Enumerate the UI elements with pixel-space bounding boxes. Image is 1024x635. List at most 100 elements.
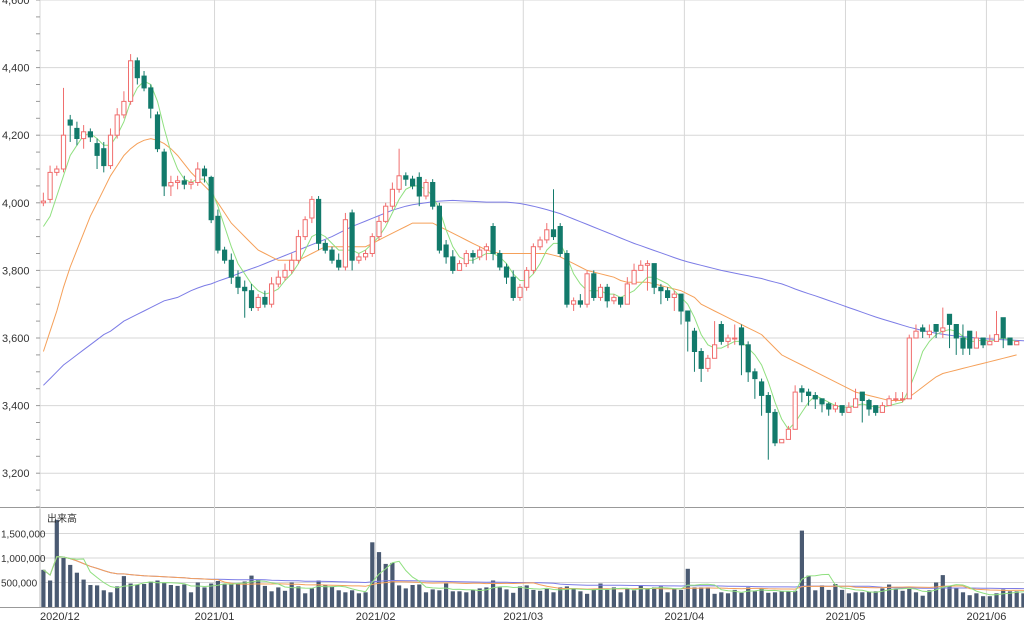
volume-bar [591, 588, 596, 607]
candle-down [946, 313, 953, 325]
candle-down [665, 290, 671, 299]
candle-down [329, 249, 335, 261]
volume-bar [940, 575, 945, 607]
volume-bar [269, 591, 274, 607]
candle-down [604, 286, 610, 302]
candle-down [443, 244, 449, 258]
volume-bar [840, 589, 845, 607]
price-y-tick-label: 4,400 [2, 63, 30, 75]
candle-up [396, 175, 402, 190]
candle-up [671, 293, 677, 299]
volume-moving-averages [43, 556, 1024, 596]
volume-bar [625, 588, 630, 607]
candle-down [933, 324, 939, 332]
candle-up [456, 263, 463, 271]
volume-bar [571, 588, 576, 607]
volume-bar [605, 589, 610, 607]
volume-bar [913, 592, 919, 607]
price-candles [40, 54, 1020, 460]
candle-down [839, 405, 845, 413]
volume-bar [108, 592, 113, 607]
candle-down [470, 253, 476, 258]
candle-up [282, 269, 288, 278]
candle-down [242, 286, 248, 292]
candle-up [517, 286, 523, 298]
candle-down [577, 300, 583, 305]
x-tick-label: 2021/03 [503, 611, 543, 623]
volume-bar [531, 589, 536, 607]
volume-bar [524, 585, 529, 607]
volume-bar [960, 592, 966, 607]
candle-down [248, 290, 255, 309]
candle-down [819, 398, 825, 405]
volume-bar [403, 588, 408, 607]
candle-up [792, 391, 798, 430]
candle-up [940, 327, 946, 332]
volume-bar [907, 588, 912, 607]
candle-down [685, 310, 691, 322]
volume-bar [1001, 589, 1006, 607]
candle-up [302, 219, 308, 238]
candle-down [430, 182, 436, 207]
candle-down [403, 175, 409, 180]
candle-down [134, 60, 140, 79]
candle-down [806, 391, 812, 397]
candle-up [993, 334, 1000, 342]
volume-bar [235, 583, 241, 607]
candle-down [74, 127, 80, 139]
volume-bar [833, 584, 838, 607]
volume-bar [437, 590, 442, 607]
volume-bar [74, 572, 79, 607]
volume-bar [209, 583, 214, 607]
candle-up [524, 269, 530, 288]
candle-down [557, 226, 563, 254]
volume-bar [846, 593, 851, 607]
candle-down [960, 337, 966, 349]
price-y-tick-label: 4,200 [2, 130, 30, 142]
candle-up [544, 229, 550, 241]
volume-bar [678, 589, 684, 607]
candle-down [1000, 317, 1006, 339]
candle-down [503, 266, 510, 278]
volume-bar [793, 590, 798, 607]
candle-down [416, 176, 422, 197]
candle-up [376, 220, 382, 238]
volume-bar [739, 592, 744, 607]
candle-down [752, 371, 758, 380]
volume-bar [48, 580, 53, 607]
volume-bar [1021, 593, 1024, 607]
volume-bar [457, 591, 462, 607]
candle-down [228, 259, 234, 278]
volume-bar [484, 587, 489, 607]
volume-bar [121, 576, 126, 607]
candle-up [584, 273, 590, 305]
volume-bar [517, 586, 523, 607]
volume-bar [222, 584, 227, 607]
candle-up [638, 264, 644, 271]
volume-bar [95, 585, 100, 607]
candle-up [913, 330, 919, 339]
volume-bar [544, 588, 549, 607]
volume-bar [873, 591, 878, 607]
x-tick-label: 2021/06 [967, 611, 1007, 623]
volume-bar [128, 583, 133, 607]
candle-up [846, 406, 852, 413]
candle-down [497, 253, 503, 268]
volume-bar [397, 585, 402, 607]
volume-bar [329, 586, 335, 607]
volume-y-tick-label: 1,500,000 [1, 530, 46, 541]
candle-up [383, 205, 389, 222]
candle-up [175, 180, 181, 184]
volume-ma-short-line [43, 556, 1024, 596]
candle-up [269, 283, 275, 305]
x-axis: 2020/12 2021/01 2021/02 2021/03 2021/04 2021/… [40, 611, 1007, 623]
candle-up [54, 168, 60, 173]
candle-up [40, 200, 46, 204]
candle-down [235, 276, 241, 288]
volume-bar [1014, 591, 1019, 607]
candle-down [349, 212, 355, 261]
volume-bar [81, 579, 86, 607]
volume-bar [893, 588, 898, 607]
volume-bar [444, 583, 449, 607]
volume-bar [665, 592, 670, 607]
